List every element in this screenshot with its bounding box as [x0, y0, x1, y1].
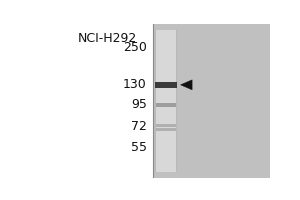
Polygon shape	[181, 80, 192, 90]
Text: 72: 72	[131, 120, 147, 133]
Bar	[153, 24, 270, 178]
Bar	[156, 124, 176, 127]
Bar	[156, 103, 176, 107]
Text: 250: 250	[123, 41, 147, 54]
Text: NCI-H292: NCI-H292	[78, 32, 137, 45]
Bar	[155, 30, 177, 172]
Bar	[155, 82, 176, 88]
Bar	[156, 30, 176, 172]
Text: 55: 55	[131, 141, 147, 154]
Text: 130: 130	[123, 78, 147, 91]
Text: 95: 95	[131, 98, 147, 111]
Bar	[156, 128, 176, 131]
